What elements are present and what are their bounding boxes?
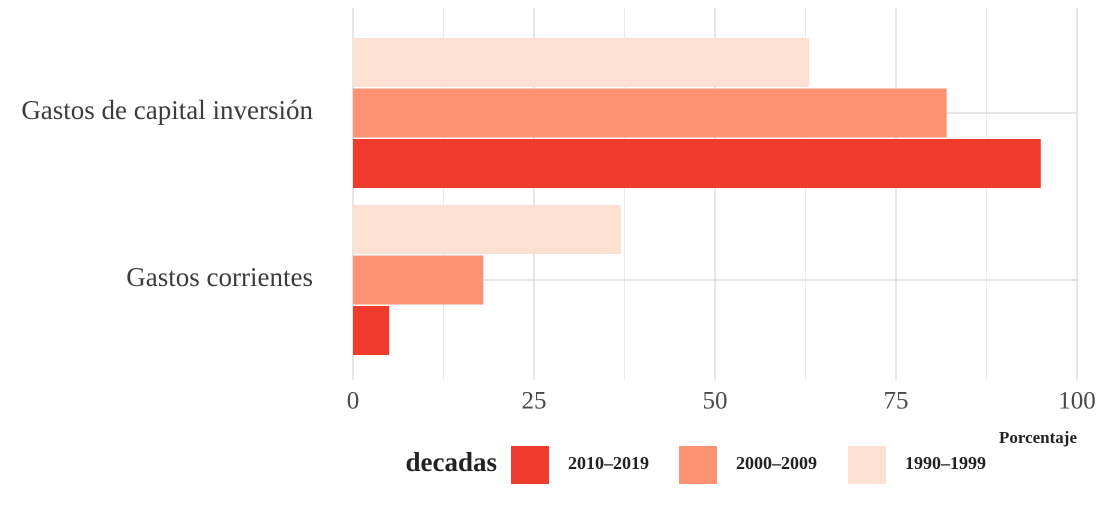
bars: [353, 38, 1041, 355]
x-axis-title: Porcentaje: [999, 428, 1077, 447]
legend-key: [511, 446, 549, 484]
bar: [353, 205, 621, 254]
category-axis: Gastos de capital inversión Gastos corrie…: [21, 95, 313, 292]
tick-label: 25: [522, 388, 547, 415]
category-label: Gastos corrientes: [126, 262, 313, 292]
legend-key: [848, 446, 886, 484]
legend-label: 1990–1999: [905, 453, 986, 473]
tick-label: 50: [703, 388, 728, 415]
legend-key: [679, 446, 717, 484]
tick-label: 100: [1058, 388, 1096, 415]
bar: [353, 139, 1041, 188]
legend: decadas 2010–2019 2000–2009 1990–1999: [405, 446, 986, 484]
tick-label: 0: [347, 388, 360, 415]
tick-label: 75: [884, 388, 909, 415]
legend-title: decadas: [405, 447, 497, 477]
bar: [353, 88, 947, 138]
category-label: Gastos de capital inversión: [21, 95, 313, 125]
value-axis: 0 25 50 75 100: [347, 388, 1096, 415]
legend-label: 2000–2009: [736, 453, 817, 473]
bar: [353, 38, 810, 87]
bar: [353, 306, 390, 355]
bar: [353, 255, 484, 305]
legend-label: 2010–2019: [568, 453, 649, 473]
